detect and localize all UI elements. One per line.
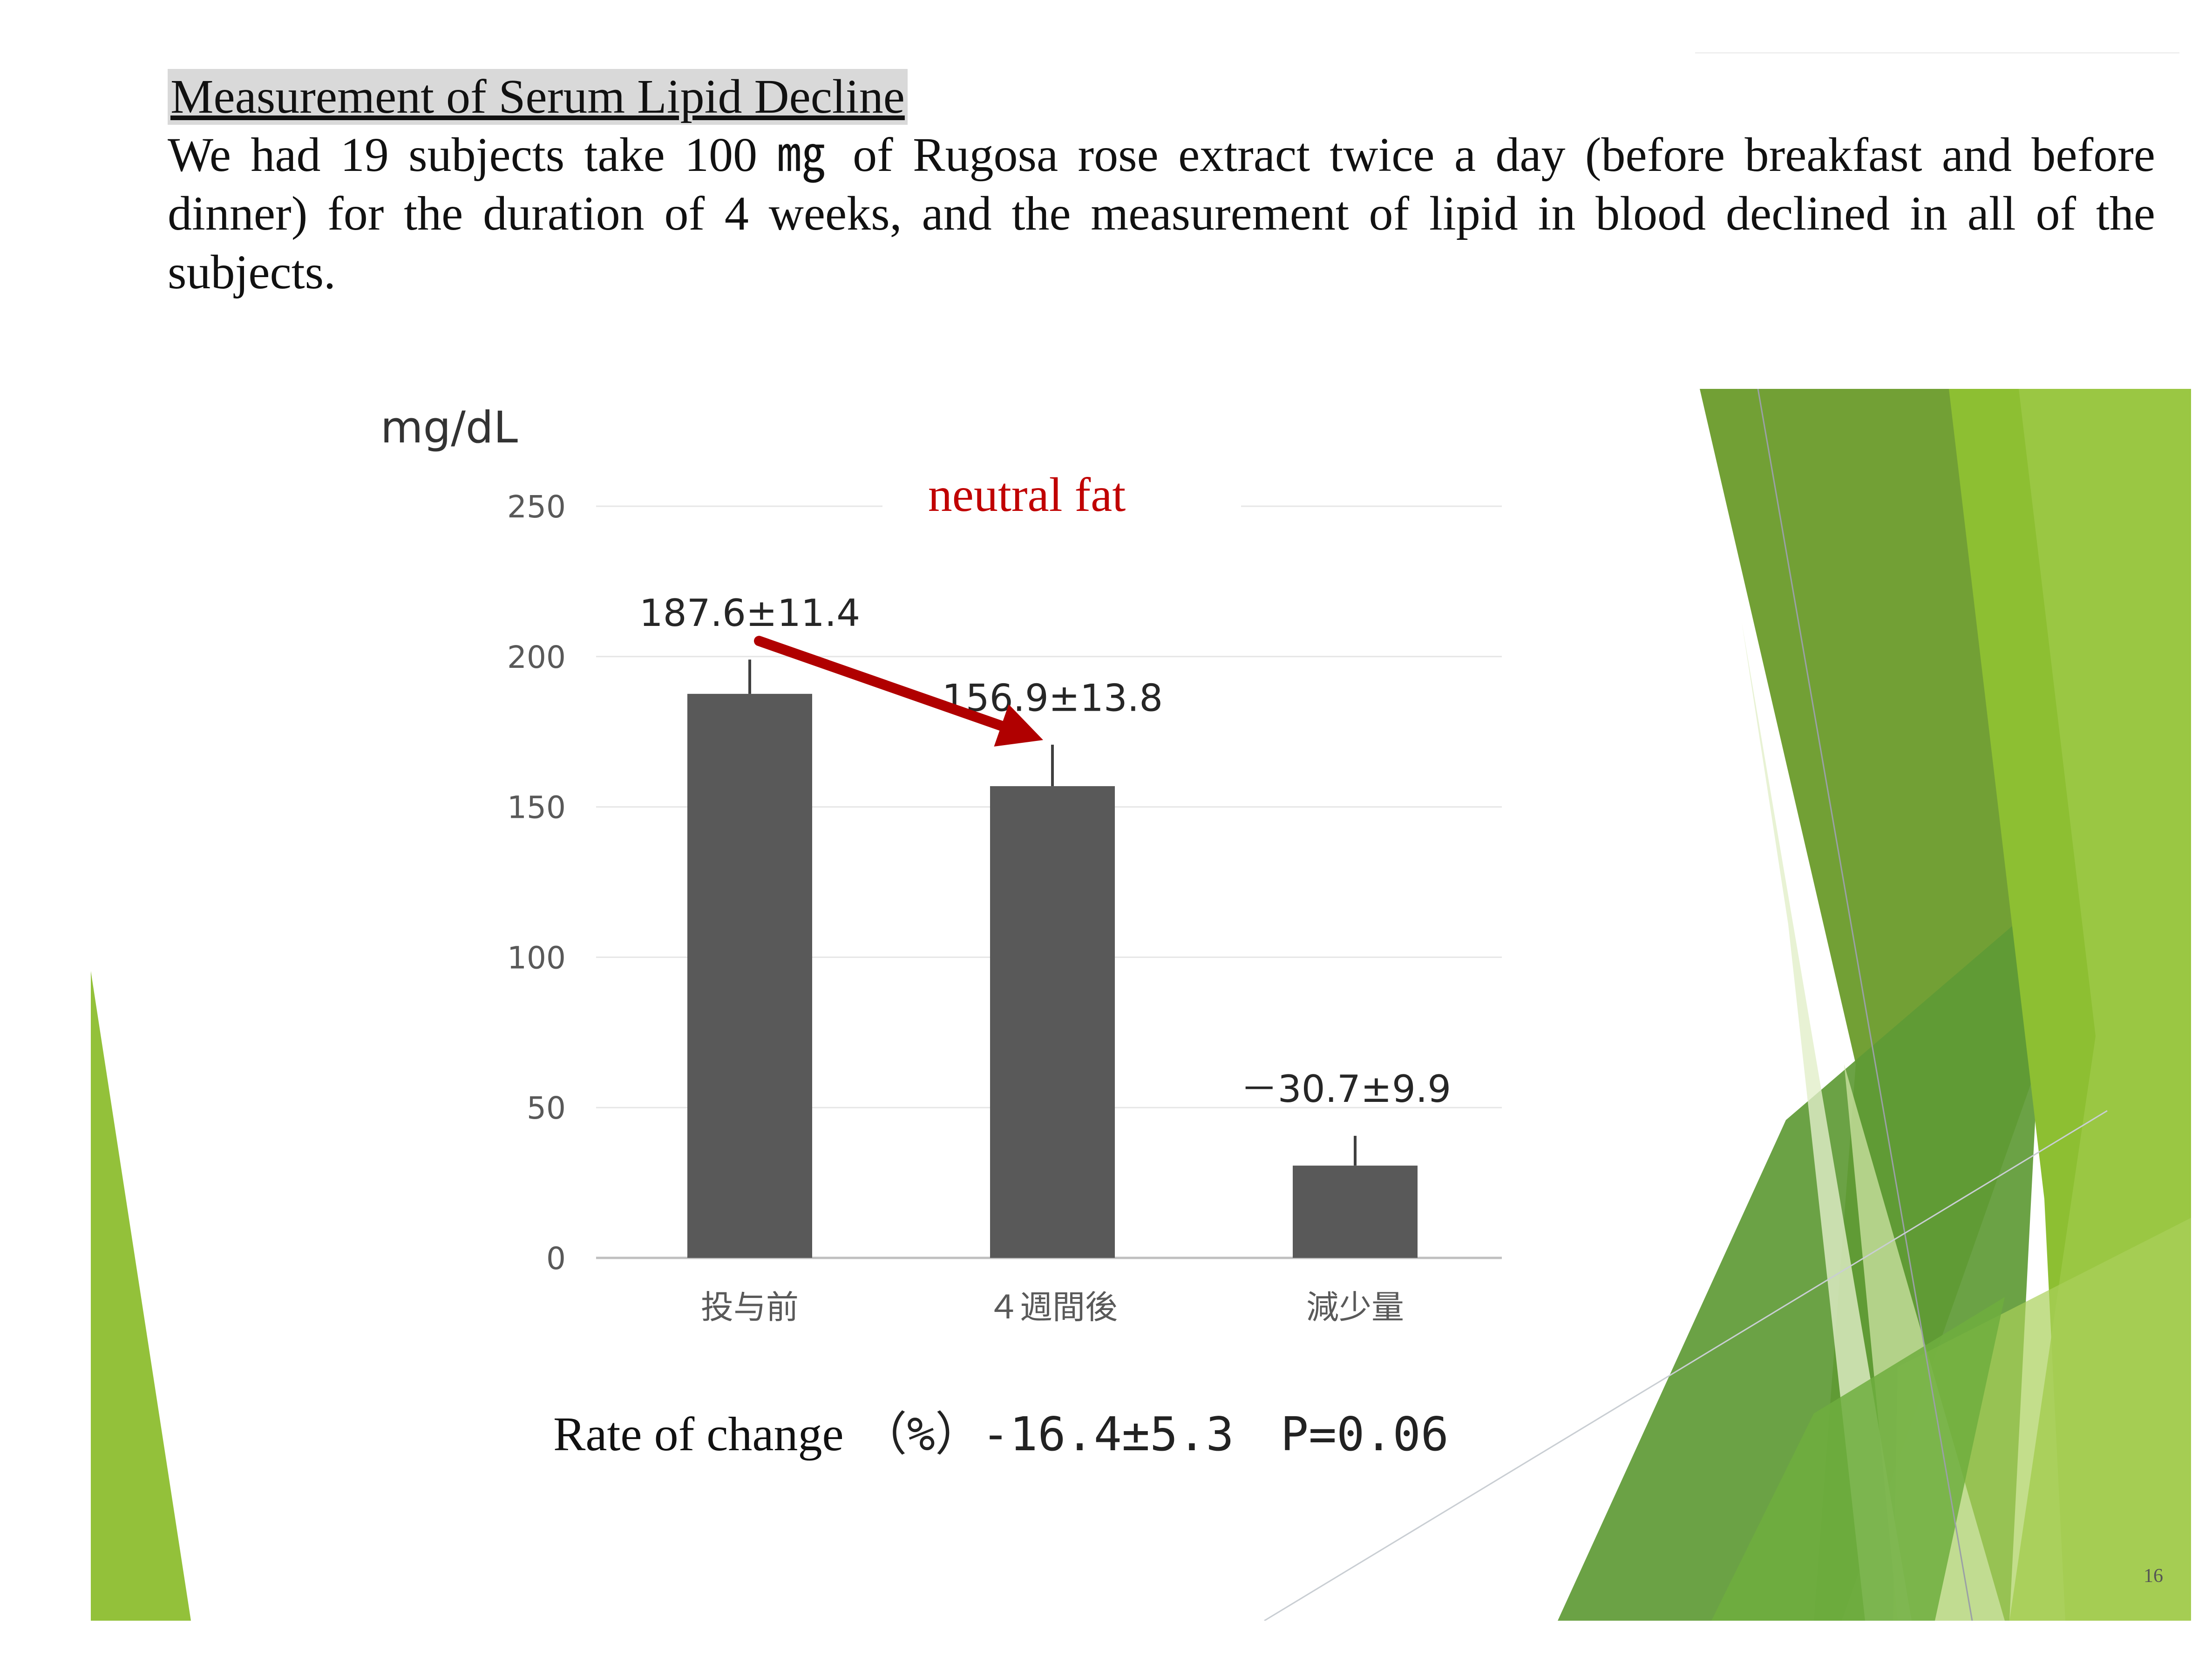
x-tick-label: ４週間後 (987, 1288, 1118, 1326)
top-divider (1695, 52, 2179, 54)
x-tick-label: 減少量 (1306, 1288, 1404, 1326)
arrow-shaft (754, 636, 1020, 736)
data-label: －30.7±9.9 (1241, 1067, 1451, 1111)
decrease-arrow (754, 636, 1043, 747)
y-tick-label: 0 (546, 1241, 566, 1277)
right-facet-1 (1700, 389, 2044, 1621)
error-bars (748, 659, 1357, 1166)
y-tick-label: 150 (507, 790, 566, 826)
document-title: Measurement of Serum Lipid Decline (168, 69, 908, 125)
slide-decoration (91, 389, 2191, 1621)
data-label: 187.6±11.4 (639, 591, 860, 635)
arrow-head (994, 704, 1043, 747)
x-tick-label: 投与前 (701, 1288, 799, 1326)
diagonal-line-1 (1757, 389, 1973, 1621)
rate-of-change: Rate of change （%）-16.4±5.3 P=0.06 (553, 1396, 1449, 1464)
title-backdrop (882, 468, 1241, 519)
y-ticks: 0 50 100 150 200 250 (507, 489, 566, 1277)
y-axis-label: mg/dL (380, 402, 518, 453)
slide: mg/dL 0 50 100 150 200 250 187.6±11.4 156.9±13… (91, 389, 2191, 1621)
x-ticks: 投与前 ４週間後 減少量 (701, 1288, 1404, 1326)
bars (687, 693, 1418, 1258)
bar (687, 693, 812, 1258)
y-tick-label: 100 (507, 940, 566, 976)
bar-chart: mg/dL 0 50 100 150 200 250 187.6±11.4156.9±13… (380, 402, 1502, 1326)
y-tick-label: 200 (507, 639, 566, 675)
left-accent-shape (91, 971, 191, 1621)
diagonal-line-2 (1264, 1110, 2108, 1621)
bar (1293, 1165, 1418, 1258)
bar (990, 786, 1115, 1258)
page-number: 16 (2144, 1565, 2163, 1587)
right-facet-7 (1742, 622, 1912, 1621)
chart-title: neutral fat (928, 468, 1126, 522)
rate-of-change-stats: （%）-16.4±5.3 P=0.06 (860, 1407, 1449, 1461)
y-tick-label: 50 (527, 1090, 566, 1126)
y-tick-label: 250 (507, 489, 566, 525)
right-facet-8 (1711, 1297, 2005, 1621)
rate-of-change-label: Rate of change (553, 1407, 844, 1461)
document-body: We had 19 subjects take 100 ㎎ of Rugosa … (168, 128, 2155, 299)
